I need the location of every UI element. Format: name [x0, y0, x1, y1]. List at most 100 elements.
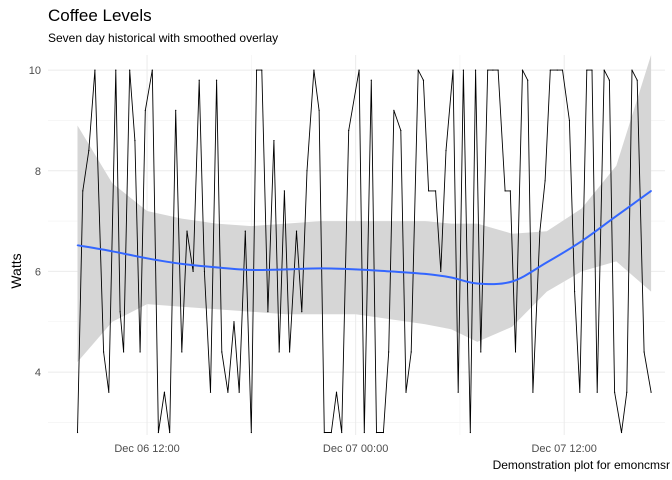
raw-data-point	[445, 150, 447, 152]
raw-data-point	[422, 79, 425, 81]
raw-data-point	[233, 321, 235, 323]
raw-data-point	[603, 69, 605, 71]
raw-data-point	[313, 69, 315, 71]
y-tick-label: 6	[35, 266, 41, 278]
smoothed-data-point	[354, 268, 357, 271]
raw-data-point	[348, 129, 350, 132]
raw-data-point	[544, 180, 546, 182]
raw-data-point	[410, 351, 412, 353]
raw-data-point	[163, 391, 166, 393]
raw-data-point	[492, 69, 494, 71]
raw-data-point	[514, 351, 517, 353]
raw-data-point	[215, 79, 218, 81]
raw-data-point	[417, 69, 419, 71]
raw-data-point	[192, 270, 194, 273]
raw-data-point	[375, 431, 378, 434]
raw-data-point	[82, 190, 84, 192]
smoothed-data-point	[181, 263, 183, 265]
raw-data-point	[288, 351, 291, 353]
raw-data-point	[129, 69, 131, 71]
raw-data-point	[363, 431, 365, 434]
raw-data-point	[608, 79, 610, 81]
raw-data-point	[283, 190, 285, 192]
raw-data-point	[119, 311, 121, 313]
raw-data-point	[267, 311, 269, 313]
raw-data-point	[626, 391, 628, 393]
smoothed-data-point	[546, 261, 548, 264]
raw-data-point	[497, 69, 499, 71]
raw-data-point	[620, 431, 623, 434]
chart-title: Coffee Levels	[48, 6, 152, 25]
smoothed-data-point	[76, 244, 79, 247]
raw-data-point	[318, 109, 320, 111]
raw-data-point	[108, 391, 110, 393]
raw-data-point	[631, 69, 633, 71]
raw-data-point	[509, 190, 511, 192]
raw-data-point	[591, 69, 593, 71]
raw-data-point	[469, 431, 471, 434]
smoothed-data-point	[650, 190, 652, 192]
raw-data-point	[295, 230, 298, 232]
series-points	[76, 69, 652, 434]
smoothed-data-point	[476, 282, 479, 285]
smoothed-data-point	[450, 276, 453, 279]
raw-data-point	[539, 230, 541, 232]
raw-data-point	[388, 351, 390, 353]
raw-data-point	[393, 109, 395, 111]
raw-data-point	[198, 79, 200, 81]
raw-data-point	[613, 391, 616, 393]
raw-data-point	[579, 391, 581, 393]
raw-data-point	[480, 351, 482, 353]
raw-data-point	[474, 69, 477, 71]
raw-data-point	[440, 270, 442, 273]
smoothed-data-point	[285, 268, 287, 271]
raw-data-point	[301, 311, 303, 313]
chart-caption: Demonstration plot for emoncmsr	[492, 458, 670, 472]
raw-data-point	[532, 391, 534, 393]
chart-subtitle: Seven day historical with smoothed overl…	[48, 31, 279, 45]
smoothed-data-point	[320, 267, 322, 270]
raw-data-point	[335, 391, 338, 393]
raw-data-point	[227, 391, 229, 393]
raw-data-point	[115, 69, 117, 71]
raw-data-point	[181, 351, 183, 353]
y-axis-ticks: 4 6 8 10	[29, 65, 41, 379]
raw-data-point	[157, 431, 159, 434]
raw-data-point	[244, 230, 246, 232]
x-axis-ticks: Dec 06 12:00 Dec 07 00:00 Dec 07 12:00	[114, 443, 597, 455]
raw-data-point	[323, 431, 325, 434]
raw-data-point	[330, 431, 332, 434]
raw-data-point	[139, 351, 141, 353]
raw-data-point	[273, 139, 275, 142]
smoothed-data-point	[424, 273, 426, 275]
raw-data-point	[250, 431, 252, 434]
raw-data-point	[596, 391, 598, 393]
raw-data-point	[400, 129, 402, 132]
raw-data-point	[94, 69, 96, 71]
raw-data-point	[457, 391, 459, 393]
raw-data-point	[556, 69, 558, 71]
raw-data-point	[434, 190, 437, 192]
raw-data-point	[521, 69, 524, 71]
smoothed-data-point	[146, 257, 148, 260]
raw-data-point	[382, 431, 385, 434]
raw-data-point	[255, 69, 258, 71]
raw-data-point	[549, 69, 551, 71]
raw-data-point	[636, 79, 638, 81]
raw-data-point	[134, 139, 136, 142]
y-tick-label: 10	[29, 65, 41, 77]
raw-data-point	[261, 69, 263, 71]
raw-data-point	[175, 109, 177, 111]
y-tick-label: 8	[35, 166, 41, 178]
smoothed-data-point	[215, 266, 218, 269]
raw-data-point	[209, 391, 212, 393]
raw-data-point	[358, 69, 360, 71]
smoothed-data-point	[111, 250, 114, 253]
x-tick-label: Dec 07 00:00	[323, 443, 388, 455]
raw-data-point	[428, 190, 430, 192]
smoothed-data-point	[615, 215, 618, 217]
raw-data-point	[527, 79, 529, 81]
smoothed-data-point	[511, 280, 513, 283]
raw-data-point	[221, 351, 223, 353]
raw-data-point	[151, 69, 153, 71]
